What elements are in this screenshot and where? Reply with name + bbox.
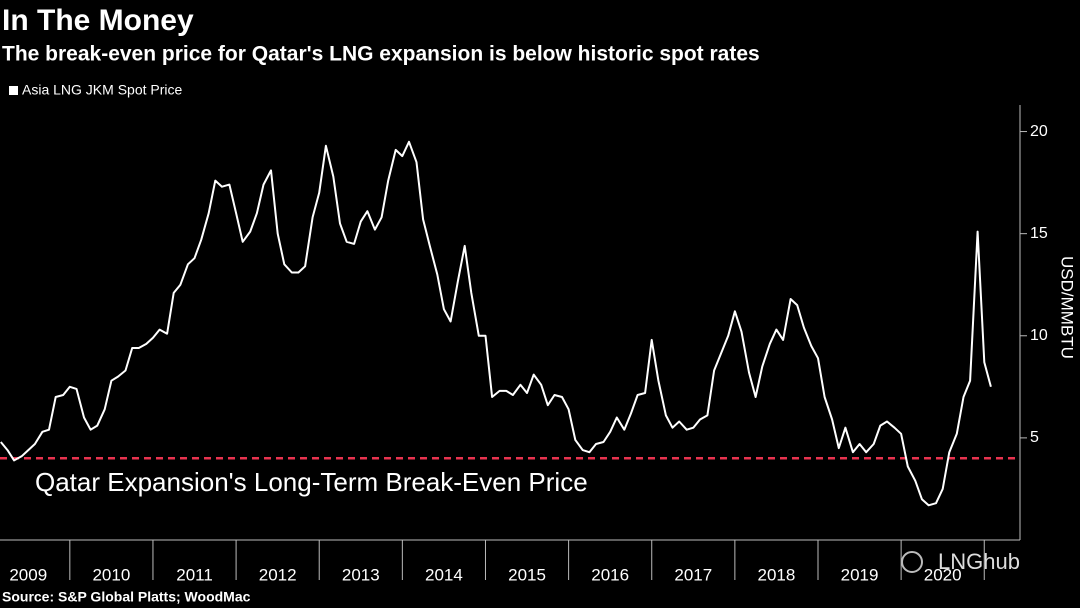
chart-subtitle: The break-even price for Qatar's LNG exp… <box>2 43 760 66</box>
x-tick-label: 2012 <box>259 565 297 584</box>
x-tick-label: 2009 <box>9 565 47 584</box>
line-series <box>0 140 992 507</box>
x-tick-label: 2014 <box>425 565 463 584</box>
x-tick-label: 2019 <box>841 565 879 584</box>
y-axis-label: USD/MMBTU <box>1058 256 1077 359</box>
x-tick-label: 2016 <box>591 565 629 584</box>
watermark: LNGhub <box>938 549 1020 574</box>
x-tick-label: 2011 <box>176 565 213 584</box>
legend-swatch <box>9 86 18 95</box>
watermark-icon <box>901 551 923 573</box>
x-tick-label: 2020 <box>924 565 962 584</box>
reference-label: Qatar Expansion's Long-Term Break-Even P… <box>35 467 588 497</box>
y-tick-label: 10 <box>1030 327 1048 344</box>
source: Source: S&P Global Platts; WoodMac <box>2 589 251 605</box>
y-tick-label: 15 <box>1030 225 1048 242</box>
y-tick-label: 20 <box>1030 123 1048 140</box>
y-tick-label: 5 <box>1030 429 1039 446</box>
x-tick-label: 2017 <box>674 565 712 584</box>
x-tick-label: 2018 <box>758 565 796 584</box>
x-tick-label: 2010 <box>92 565 130 584</box>
chart-title: In The Money <box>2 4 194 37</box>
legend-label: Asia LNG JKM Spot Price <box>22 82 182 98</box>
x-tick-label: 2015 <box>508 565 546 584</box>
x-tick-label: 2013 <box>342 565 380 584</box>
